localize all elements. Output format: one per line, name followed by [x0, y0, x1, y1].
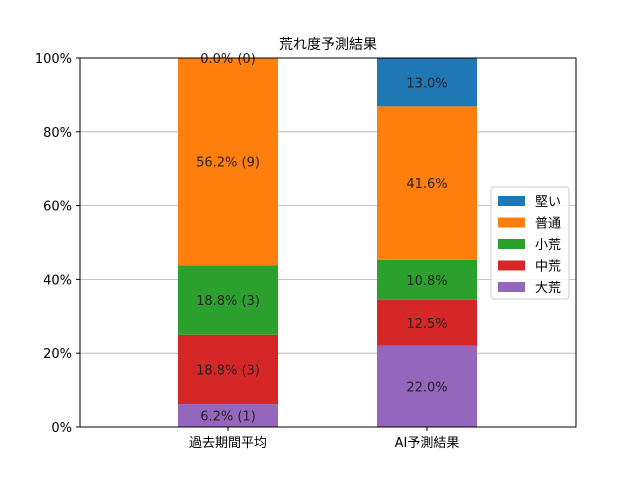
data-label: 6.2% (1) — [200, 410, 256, 425]
legend-label: 中荒 — [535, 260, 561, 275]
data-label: 56.2% (9) — [196, 156, 260, 171]
y-tick-label: 20% — [43, 347, 72, 362]
legend-swatch — [498, 282, 525, 292]
legend-label: 普通 — [535, 217, 561, 232]
bar-segment — [178, 334, 278, 405]
bar-segment — [377, 106, 477, 260]
bar-segment — [178, 404, 278, 427]
data-label: 13.0% — [406, 76, 447, 91]
legend-box — [490, 186, 570, 300]
legend-swatch — [498, 217, 525, 228]
chart-title: 荒れ度予測結果 — [279, 37, 377, 53]
y-tick-label: 40% — [43, 273, 72, 288]
data-label: 22.0% — [406, 380, 447, 395]
legend-label: 小荒 — [535, 238, 561, 253]
data-label: 18.8% (3) — [196, 294, 260, 309]
x-tick-label: AI予測結果 — [395, 436, 460, 451]
legend-swatch — [498, 260, 525, 271]
legend-swatch — [498, 239, 525, 249]
legend-label: 大荒 — [535, 281, 561, 296]
data-label: 12.5% — [406, 317, 447, 332]
y-tick-label: 60% — [43, 200, 72, 215]
bar-segment — [377, 345, 477, 427]
x-tick-label: 過去期間平均 — [189, 436, 267, 451]
bar-segment — [178, 58, 278, 266]
legend-swatch — [498, 196, 525, 206]
bar-segment — [377, 299, 477, 346]
data-label: 0.0% (0) — [200, 52, 256, 67]
bars — [178, 58, 477, 427]
y-tick-label: 80% — [43, 126, 72, 141]
data-label: 41.6% — [406, 177, 447, 192]
x-axis: 過去期間平均 AI予測結果 — [189, 427, 459, 451]
y-tick-label: 0% — [51, 421, 72, 436]
legend-label: 堅い — [535, 195, 561, 210]
data-label: 10.8% — [406, 274, 447, 289]
y-tick-label: 100% — [35, 52, 72, 67]
data-label: 18.8% (3) — [196, 363, 260, 378]
bar-labels: 6.2% (1) 18.8% (3) 18.8% (3) 56.2% (9) 0.0% … — [196, 52, 448, 425]
bar-segment — [377, 58, 477, 107]
bar-segment — [377, 259, 477, 300]
bar-segment — [178, 265, 278, 335]
y-axis: 0% 20% 40% 60% 80% 100% — [35, 52, 80, 436]
plot-frame — [79, 57, 577, 428]
